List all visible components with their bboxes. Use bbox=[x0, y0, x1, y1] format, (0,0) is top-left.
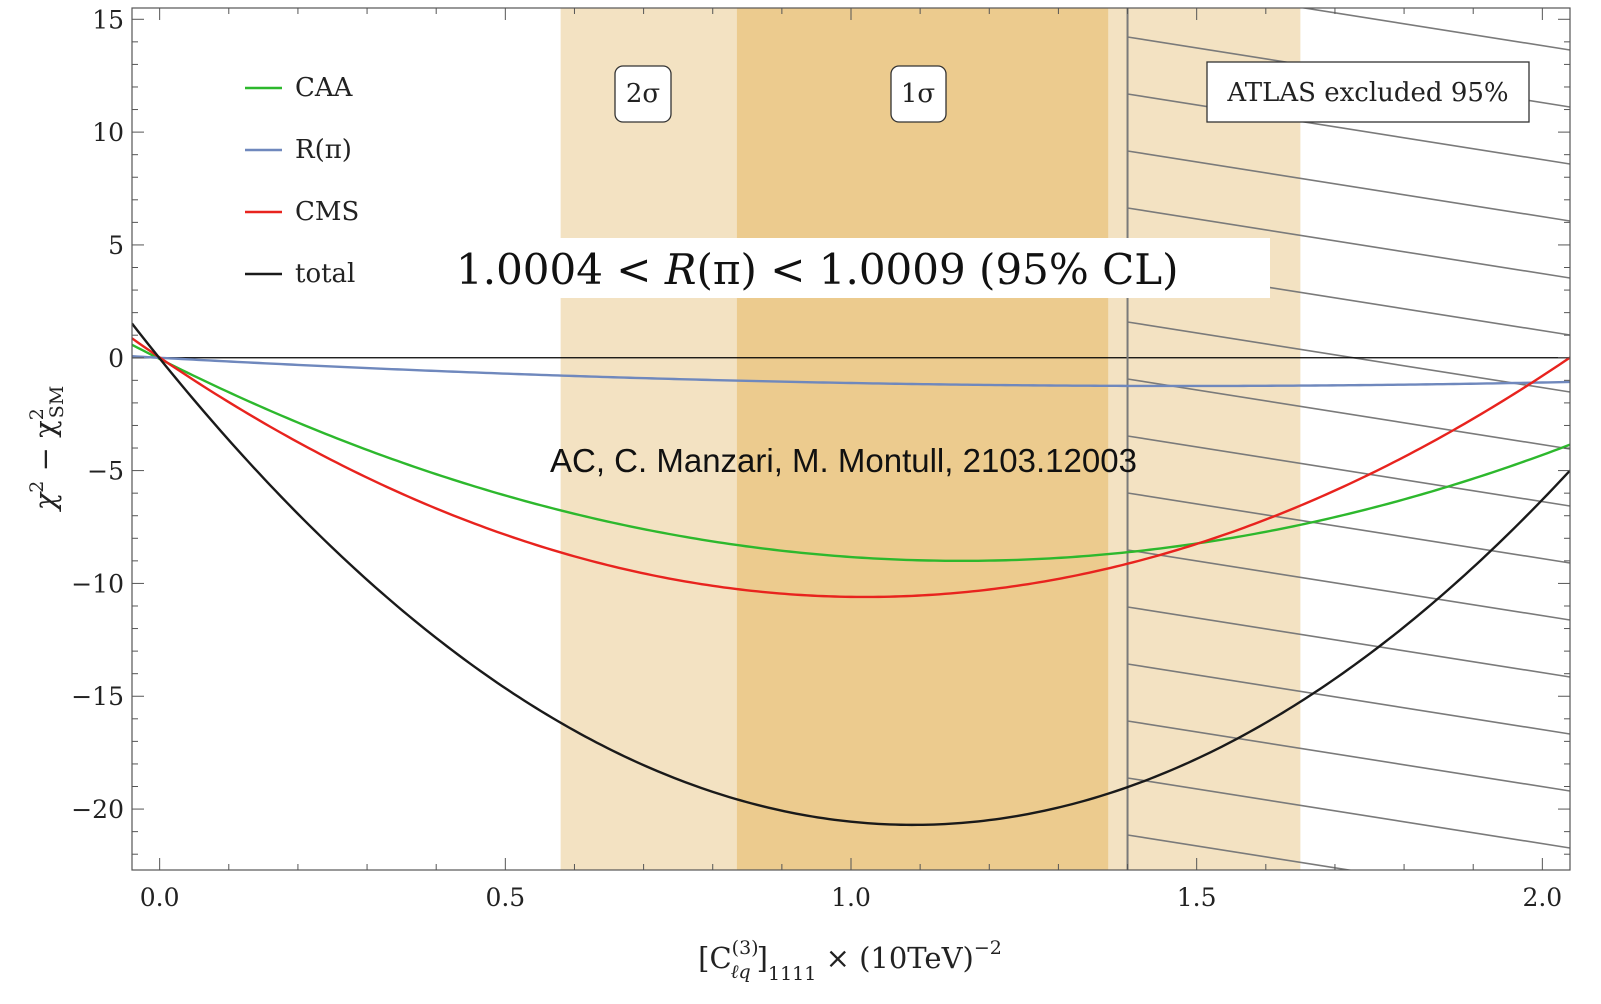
y-tick-label: 10 bbox=[92, 118, 124, 147]
x-tick-label: 0.5 bbox=[485, 883, 525, 912]
series-line-cms bbox=[132, 337, 1570, 599]
hatch-line bbox=[1127, 549, 1570, 621]
y-tick-label: 15 bbox=[92, 5, 124, 34]
x-axis-label: [C(3) ℓq]1111 × (10TeV)−2 bbox=[698, 937, 1002, 985]
y-tick-label: 5 bbox=[108, 231, 124, 260]
hatch-line bbox=[1127, 150, 1570, 222]
legend-label: total bbox=[295, 259, 355, 289]
series-line-total bbox=[132, 322, 1570, 827]
band-label-1sigma-text: 1σ bbox=[901, 79, 935, 109]
hatch-line bbox=[1127, 834, 1354, 870]
hatch-line bbox=[1127, 435, 1570, 507]
series-line-r bbox=[132, 355, 1570, 388]
atlas-excluded-hatch bbox=[1127, 8, 1570, 870]
x-tick-label: 1.5 bbox=[1177, 883, 1217, 912]
hatch-line bbox=[1127, 93, 1570, 165]
ratio-bound-text: 1.0004 < R(π) < 1.0009 (95% CL) bbox=[456, 245, 1179, 294]
band-label-2sigma: 2σ bbox=[614, 65, 672, 123]
ratio-bound-annotation: 1.0004 < R(π) < 1.0009 (95% CL) bbox=[448, 238, 1270, 298]
hatch-line bbox=[1127, 207, 1570, 279]
y-tick-label: −5 bbox=[87, 457, 124, 486]
hatch-line bbox=[1299, 8, 1570, 51]
legend-label: CMS bbox=[295, 197, 359, 227]
y-tick-label: 0 bbox=[108, 344, 124, 373]
hatch-line bbox=[1127, 321, 1570, 393]
x-tick-label: 1.0 bbox=[831, 883, 871, 912]
band-label-2sigma-text: 2σ bbox=[626, 79, 660, 109]
atlas-excluded-label-text: ATLAS excluded 95% bbox=[1226, 78, 1508, 108]
hatch-line bbox=[1127, 606, 1570, 678]
confidence-bands bbox=[560, 8, 1301, 870]
x-tick-label: 2.0 bbox=[1522, 883, 1562, 912]
axis-ticks: 0.0 0.5 1.0 1.5 2.0 15 10 5 0 −5 −10 −15 −20 bbox=[71, 5, 1570, 912]
x-tick-label: 0.0 bbox=[140, 883, 180, 912]
y-tick-label: −10 bbox=[71, 569, 124, 598]
citation-text: AC, C. Manzari, M. Montull, 2103.12003 bbox=[550, 442, 1137, 479]
curves bbox=[132, 322, 1570, 827]
hatch-line bbox=[1127, 777, 1570, 849]
series-line-caa bbox=[132, 343, 1570, 563]
hatch-line bbox=[1127, 492, 1570, 564]
band-label-1sigma: 1σ bbox=[890, 65, 947, 123]
legend: CAA R(π) CMS total bbox=[245, 73, 359, 289]
y-tick-label: −15 bbox=[71, 682, 124, 711]
hatch-line bbox=[1127, 720, 1570, 792]
y-axis-label: χ2 − χ2SM bbox=[26, 386, 68, 513]
atlas-excluded-label: ATLAS excluded 95% bbox=[1206, 61, 1530, 123]
band-1sigma bbox=[736, 8, 1109, 870]
legend-label: CAA bbox=[295, 73, 354, 103]
y-tick-label: −20 bbox=[71, 795, 124, 824]
hatch-line bbox=[1127, 663, 1570, 735]
legend-label: R(π) bbox=[295, 135, 352, 165]
hatch-line bbox=[1127, 378, 1570, 450]
